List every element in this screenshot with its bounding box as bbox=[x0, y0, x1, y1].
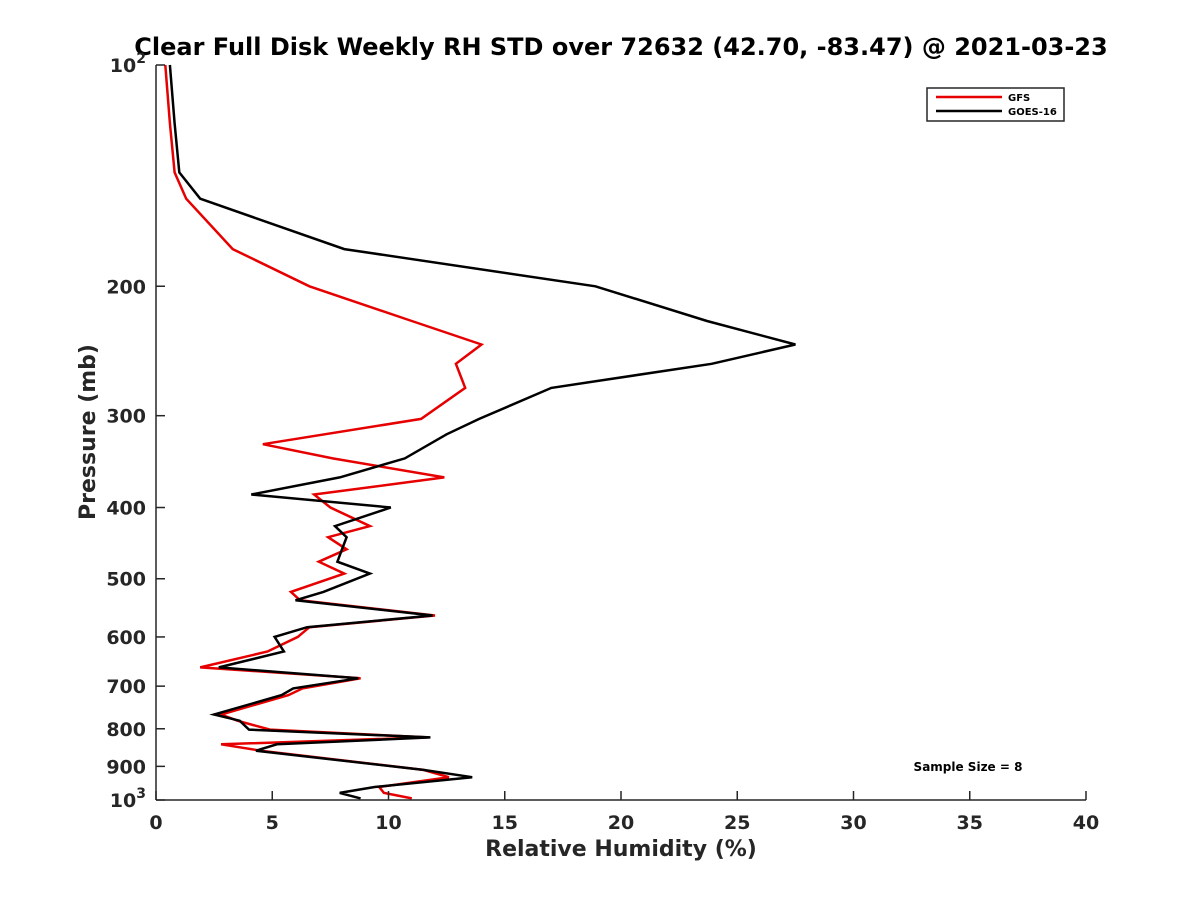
x-axis-ticks: 0 5 10 15 20 25 30 35 40 bbox=[149, 791, 1099, 834]
legend: GFS GOES-16 bbox=[926, 87, 1065, 122]
x-tick-label: 30 bbox=[840, 812, 866, 834]
x-tick-label: 20 bbox=[608, 812, 634, 834]
x-tick-label: 5 bbox=[266, 812, 279, 834]
axes-background bbox=[156, 65, 1086, 800]
y-tick-label-power: 103 bbox=[110, 786, 146, 812]
y-tick-power-exponent: 2 bbox=[136, 51, 146, 67]
x-tick-label: 25 bbox=[724, 812, 750, 834]
y-axis-label: Pressure (mb) bbox=[76, 344, 101, 520]
chart-title: Clear Full Disk Weekly RH STD over 72632… bbox=[134, 33, 1107, 61]
y-tick-label: 900 bbox=[106, 756, 146, 778]
y-tick-label: 300 bbox=[106, 406, 146, 428]
y-tick-label: 400 bbox=[106, 498, 146, 520]
legend-label-goes16: GOES-16 bbox=[1008, 107, 1057, 118]
legend-box bbox=[926, 87, 1065, 122]
y-tick-power-base: 10 bbox=[110, 55, 136, 77]
y-tick-label-power: 102 bbox=[110, 51, 146, 77]
y-tick-power-base: 10 bbox=[110, 790, 136, 812]
x-tick-label: 15 bbox=[492, 812, 518, 834]
x-tick-label: 35 bbox=[957, 812, 983, 834]
x-tick-label: 40 bbox=[1073, 812, 1099, 834]
y-tick-label: 500 bbox=[106, 569, 146, 591]
y-tick-label: 700 bbox=[106, 676, 146, 698]
y-tick-power-exponent: 3 bbox=[136, 786, 146, 802]
x-tick-label: 0 bbox=[149, 812, 162, 834]
y-tick-label: 800 bbox=[106, 719, 146, 741]
plot-area: 0 5 10 15 20 25 30 35 40 10220030040050060070080… bbox=[106, 51, 1099, 834]
legend-label-gfs: GFS bbox=[1008, 93, 1030, 104]
y-tick-label: 200 bbox=[106, 276, 146, 298]
sample-size-annotation: Sample Size = 8 bbox=[914, 760, 1023, 774]
series-layer bbox=[164, 64, 796, 800]
x-axis-label: Relative Humidity (%) bbox=[485, 837, 757, 862]
y-tick-label: 600 bbox=[106, 627, 146, 649]
series-line-goes16 bbox=[168, 64, 796, 800]
x-tick-label: 10 bbox=[375, 812, 401, 834]
